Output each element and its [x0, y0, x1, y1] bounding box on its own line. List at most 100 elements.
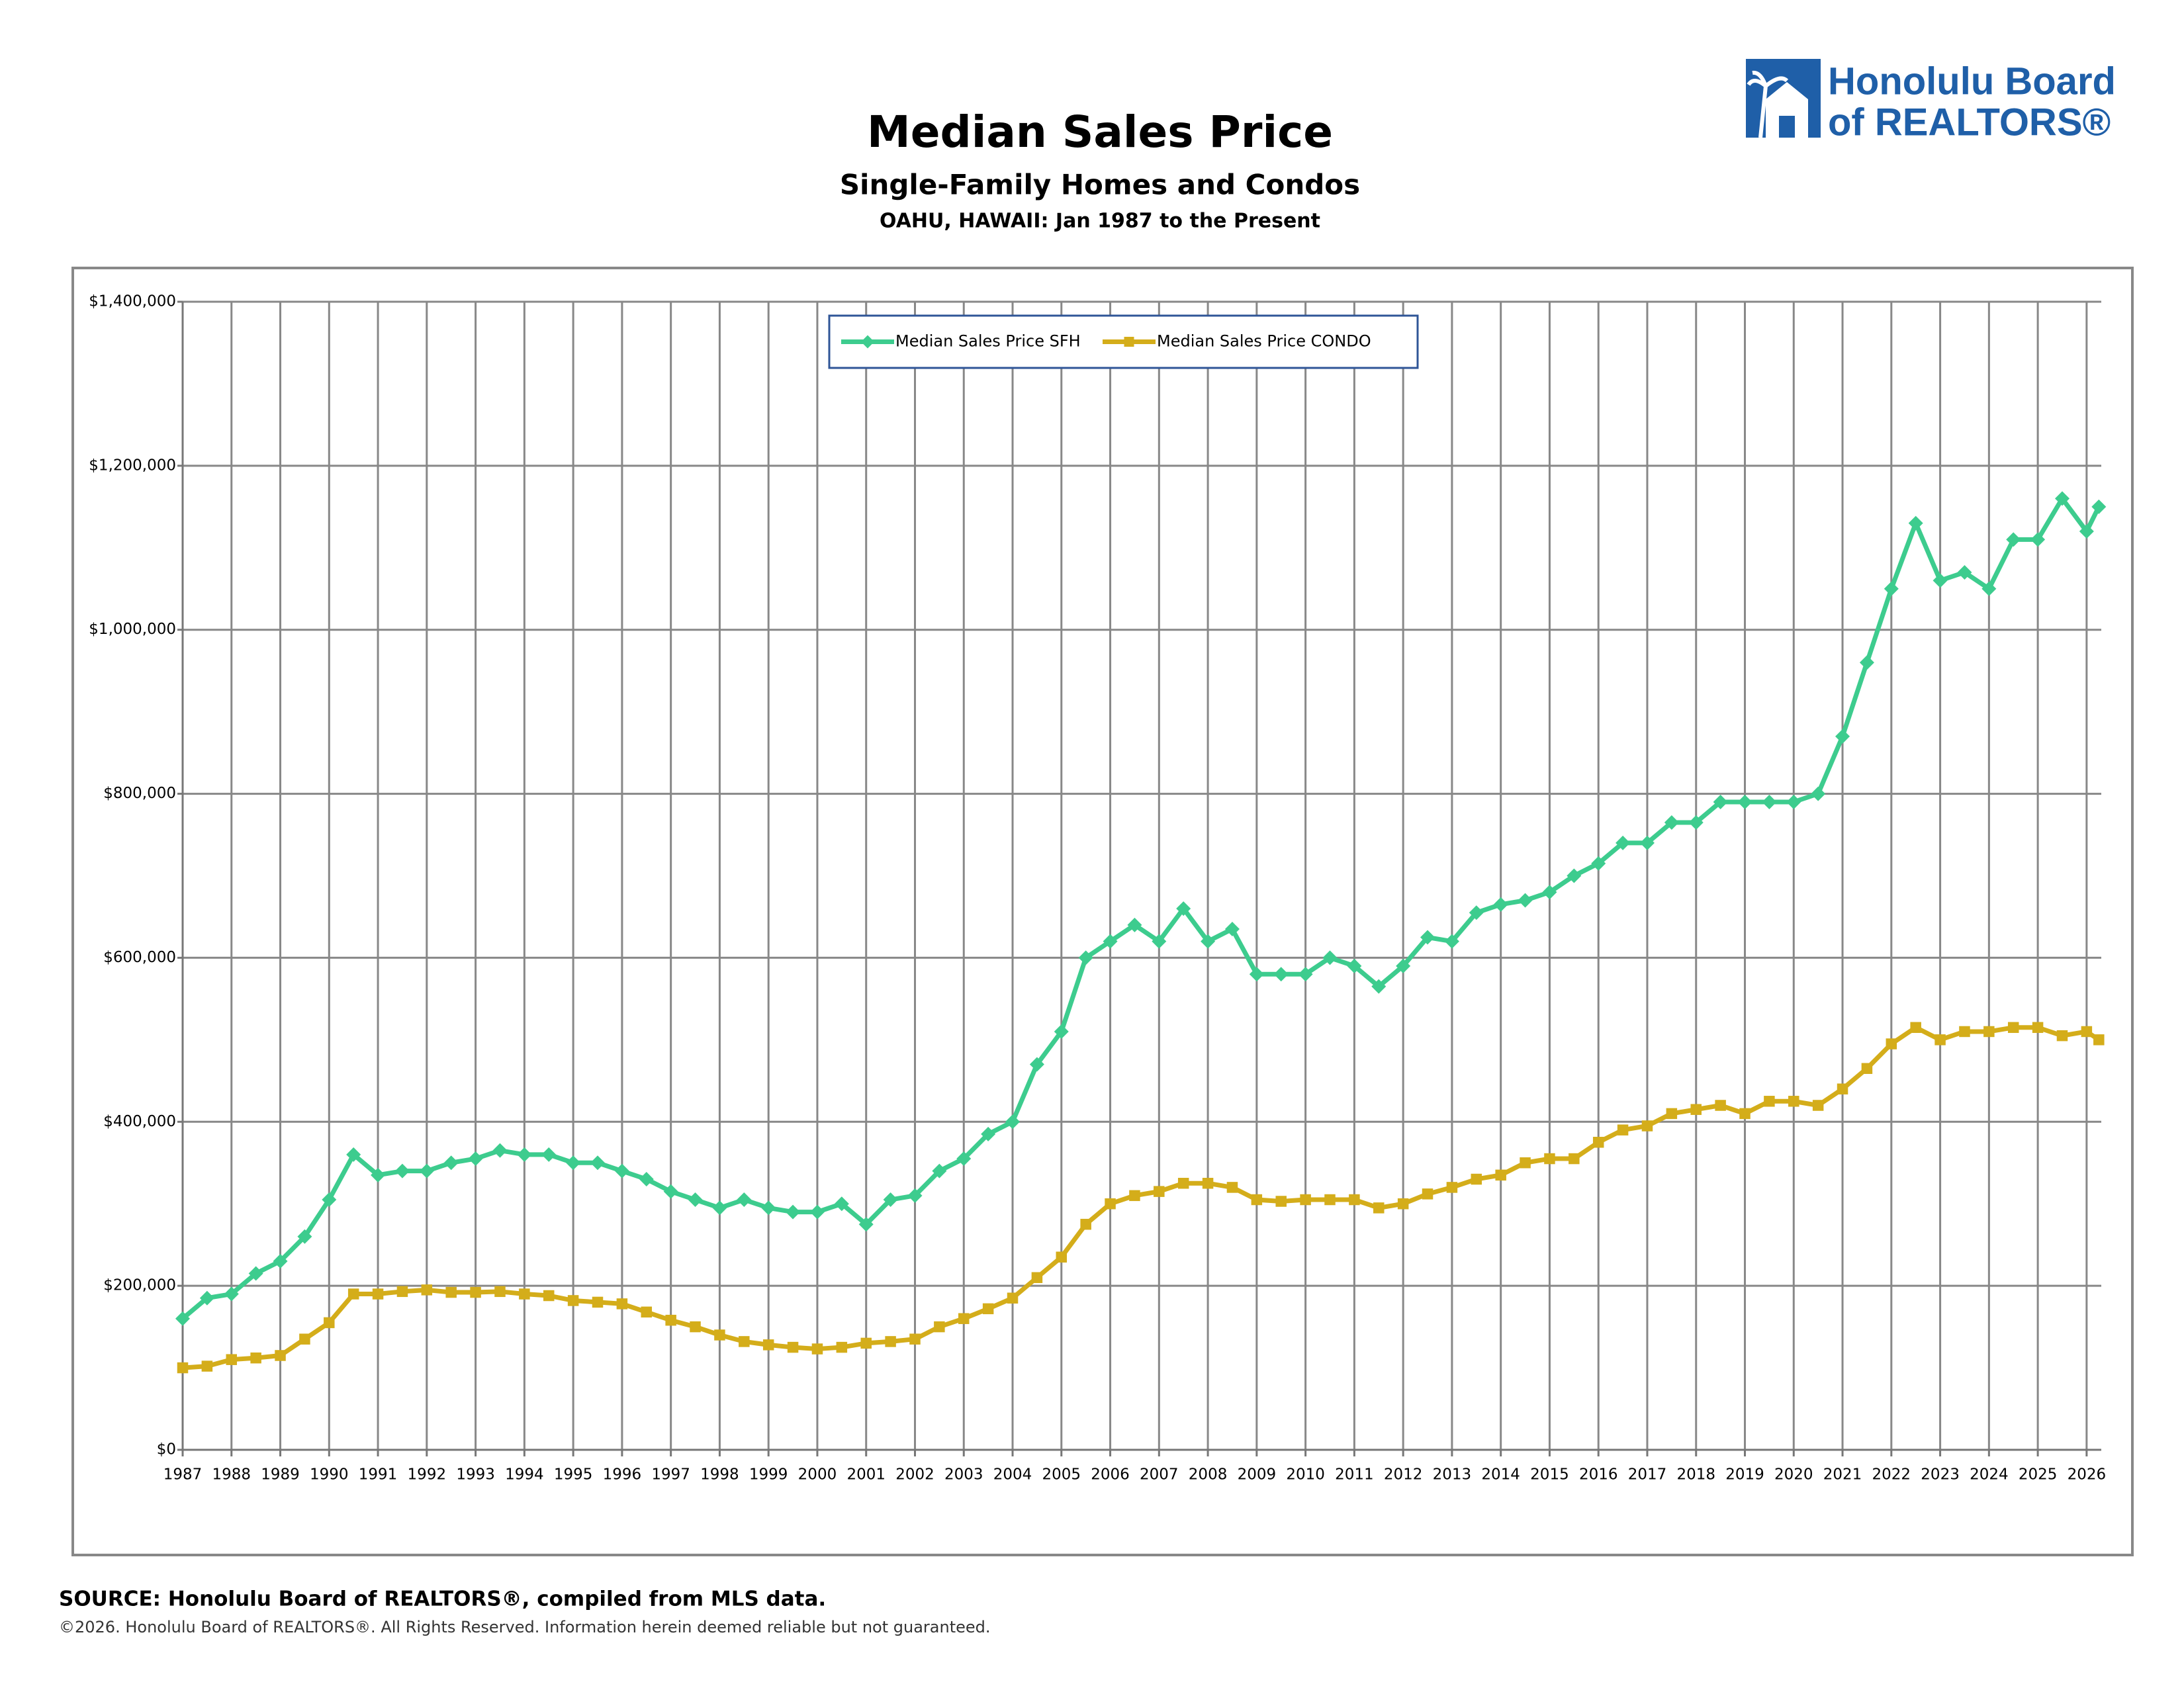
- x-tick-label: 1998: [700, 1466, 739, 1484]
- data-point: [1300, 1194, 1311, 1206]
- data-point: [1835, 729, 1850, 744]
- data-point: [1886, 1038, 1897, 1049]
- x-tick-label: 2009: [1238, 1466, 1277, 1484]
- data-point: [1251, 1194, 1263, 1206]
- x-tick-label: 2025: [2019, 1466, 2058, 1484]
- data-point: [1298, 967, 1313, 982]
- data-point: [2079, 524, 2094, 539]
- y-tick-label: $600,000: [103, 949, 176, 966]
- logo-text: of REALTORS®: [1828, 101, 2111, 144]
- data-point: [273, 1253, 288, 1268]
- data-point: [2091, 499, 2107, 514]
- data-point: [1349, 1194, 1360, 1206]
- data-point: [394, 1163, 410, 1179]
- data-point: [1688, 815, 1704, 830]
- data-point: [1054, 1024, 1069, 1039]
- data-point: [1007, 1292, 1019, 1304]
- data-point: [1446, 1182, 1458, 1193]
- data-point: [1641, 1120, 1653, 1132]
- data-point: [956, 1151, 972, 1167]
- data-point: [934, 1321, 945, 1333]
- chart-subtitle: Single-Family Homes and Condos: [840, 169, 1360, 201]
- data-point: [590, 1155, 606, 1171]
- data-point: [275, 1350, 286, 1361]
- data-point: [1737, 794, 1752, 809]
- logo-text: Honolulu Board: [1828, 60, 2116, 103]
- x-tick-label: 2012: [1384, 1466, 1423, 1484]
- y-tick-label: $1,000,000: [89, 621, 176, 638]
- data-point: [786, 1204, 801, 1220]
- data-point: [1224, 922, 1240, 937]
- x-tick-label: 1995: [554, 1466, 593, 1484]
- data-point: [690, 1321, 701, 1333]
- data-point: [714, 1329, 725, 1341]
- data-point: [2081, 1026, 2093, 1038]
- x-tick-label: 2007: [1140, 1466, 1179, 1484]
- data-point: [836, 1341, 848, 1353]
- data-point: [958, 1313, 970, 1324]
- data-point: [250, 1352, 261, 1364]
- y-tick-label: $400,000: [103, 1113, 176, 1130]
- data-point: [641, 1306, 653, 1318]
- x-tick-label: 2016: [1579, 1466, 1618, 1484]
- x-tick-label: 2008: [1189, 1466, 1228, 1484]
- x-tick-label: 2000: [798, 1466, 837, 1484]
- data-point: [1273, 967, 1289, 982]
- data-point: [1713, 794, 1728, 809]
- data-point: [519, 1288, 530, 1300]
- legend-marker: [1124, 337, 1134, 347]
- logo: Honolulu Board of REALTORS®: [1746, 59, 2116, 144]
- data-point: [443, 1155, 459, 1171]
- logo-house: [1766, 82, 1808, 138]
- x-tick-label: 2020: [1774, 1466, 1813, 1484]
- data-point: [614, 1163, 629, 1179]
- data-point: [1569, 1153, 1580, 1165]
- data-point: [1420, 930, 1435, 945]
- data-point: [1617, 1124, 1629, 1135]
- data-point: [1811, 786, 1826, 801]
- data-point: [592, 1296, 604, 1308]
- data-point: [1544, 1153, 1555, 1165]
- x-tick-label: 2019: [1725, 1466, 1764, 1484]
- data-point: [1471, 1173, 1482, 1185]
- data-point: [1666, 1108, 1678, 1120]
- data-point: [1152, 934, 1167, 949]
- data-point: [494, 1286, 506, 1298]
- x-tick-label: 1988: [212, 1466, 251, 1484]
- data-point: [932, 1163, 947, 1179]
- data-point: [1764, 1096, 1775, 1107]
- data-point: [1690, 1104, 1702, 1115]
- data-point: [1373, 1202, 1385, 1214]
- x-tick-label: 2011: [1335, 1466, 1374, 1484]
- data-point: [1324, 1194, 1336, 1206]
- x-tick-label: 2002: [895, 1466, 934, 1484]
- x-tick-label: 1993: [456, 1466, 495, 1484]
- x-tick-label: 2003: [944, 1466, 983, 1484]
- data-point: [982, 1303, 994, 1315]
- data-point: [1518, 893, 1533, 908]
- data-point: [663, 1184, 678, 1199]
- x-tick-label: 1987: [163, 1466, 203, 1484]
- data-point: [761, 1200, 776, 1216]
- y-tick-label: $0: [157, 1441, 176, 1458]
- data-point: [737, 1192, 752, 1208]
- source-note: SOURCE: Honolulu Board of REALTORS®, com…: [59, 1587, 826, 1611]
- x-tick-label: 1997: [651, 1466, 690, 1484]
- data-point: [1861, 1063, 1873, 1074]
- data-point: [199, 1290, 214, 1306]
- x-tick-label: 1989: [261, 1466, 300, 1484]
- data-point: [1615, 835, 1631, 850]
- x-tick-label: 2010: [1286, 1466, 1325, 1484]
- data-point: [2093, 1034, 2105, 1045]
- data-point: [248, 1266, 263, 1281]
- x-tick-label: 2024: [1970, 1466, 2009, 1484]
- data-point: [1397, 1198, 1409, 1210]
- data-point: [858, 1217, 874, 1232]
- x-tick-label: 2017: [1628, 1466, 1667, 1484]
- data-point: [909, 1333, 921, 1345]
- data-point: [541, 1147, 557, 1162]
- y-tick-label: $1,200,000: [89, 457, 176, 474]
- data-point: [175, 1311, 190, 1326]
